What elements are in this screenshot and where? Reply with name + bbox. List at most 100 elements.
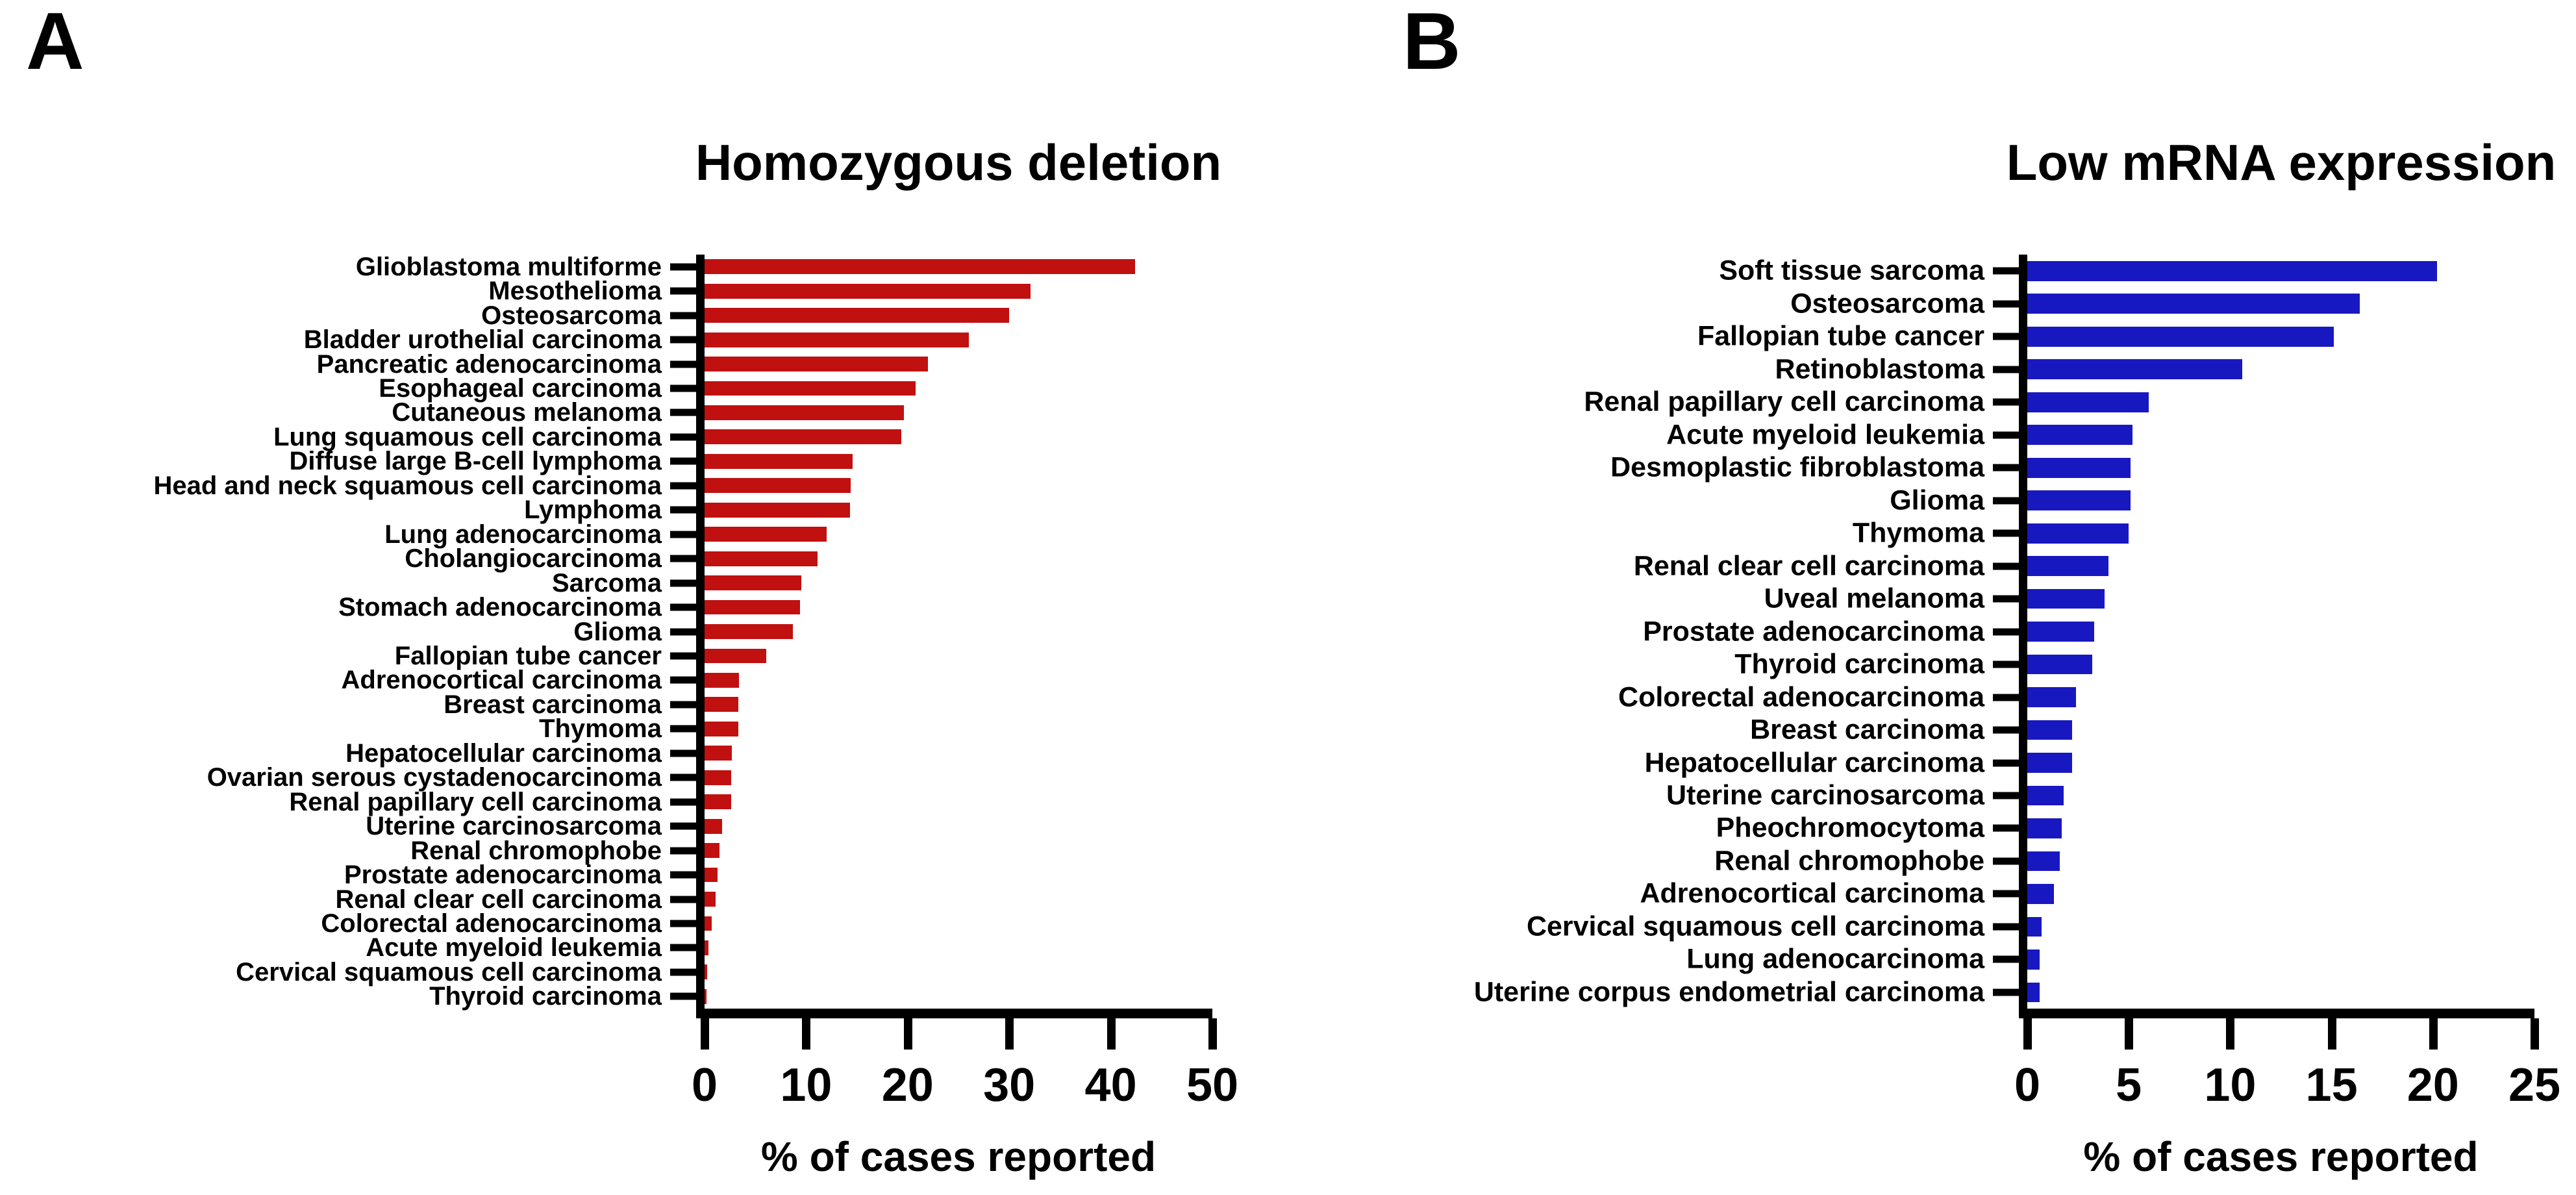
- bar: [705, 940, 709, 955]
- bar: [705, 405, 904, 420]
- bar-row: Cervical squamous cell carcinoma: [1527, 911, 2534, 943]
- panel-letter-a: A: [26, 0, 84, 86]
- category-tick: [1993, 660, 2019, 668]
- y-axis-line: [696, 255, 705, 1018]
- bar: [2027, 884, 2054, 904]
- category-tick: [670, 944, 696, 951]
- category-label: Uterine carcinosarcoma: [1666, 779, 1984, 811]
- bar: [705, 527, 827, 542]
- bar: [2027, 490, 2131, 511]
- bar-row: Acute myeloid leukemia: [366, 935, 1212, 961]
- bar-row: Lung adenocarcinoma: [384, 522, 1212, 547]
- category-tick: [670, 457, 696, 465]
- category-tick: [1993, 398, 2019, 406]
- bar-row: Stomach adenocarcinoma: [338, 594, 1212, 620]
- x-tick-label: 25: [2508, 1059, 2561, 1111]
- chart-title-low-mrna-expression: Low mRNA expression: [2006, 134, 2557, 191]
- bar: [705, 332, 969, 347]
- x-tick-label: 15: [2305, 1059, 2358, 1111]
- category-label: Bladder urothelial carcinoma: [303, 325, 662, 355]
- bar: [2027, 851, 2060, 872]
- category-label: Soft tissue sarcoma: [1719, 255, 1984, 286]
- bar-row: Head and neck squamous cell carcinoma: [153, 473, 1212, 499]
- bar: [705, 916, 712, 931]
- category-tick: [670, 774, 696, 781]
- category-label: Hepatocellular carcinoma: [345, 738, 662, 768]
- category-tick: [670, 336, 696, 344]
- x-tick: [2226, 1018, 2235, 1050]
- bar-row: Renal clear cell carcinoma: [1634, 549, 2534, 582]
- bar: [2027, 916, 2042, 937]
- category-label: Prostate adenocarcinoma: [344, 861, 662, 890]
- category-tick: [670, 749, 696, 757]
- category-tick: [670, 555, 696, 562]
- bar-row: Ovarian serous cystadenocarcinoma: [207, 764, 1212, 790]
- bar: [2027, 654, 2092, 675]
- bar-row: Breast carcinoma: [1750, 714, 2534, 746]
- category-tick: [1993, 694, 2019, 701]
- bar-row: Cutaneous melanoma: [392, 399, 1212, 425]
- bar-row: Acute myeloid leukemia: [1666, 418, 2534, 451]
- bar: [2027, 260, 2438, 281]
- category-tick: [670, 409, 696, 416]
- category-tick: [670, 628, 696, 636]
- category-label: Cholangiocarcinoma: [405, 544, 662, 573]
- category-tick: [1993, 923, 2019, 931]
- category-label: Cervical squamous cell carcinoma: [1526, 911, 1984, 942]
- category-tick: [1993, 824, 2019, 832]
- bar: [705, 599, 801, 615]
- category-label: Thyroid carcinoma: [429, 982, 662, 1011]
- category-label: Cutaneous melanoma: [392, 398, 662, 427]
- category-label: Acute myeloid leukemia: [1666, 419, 1984, 451]
- bar: [705, 818, 722, 834]
- x-tick: [903, 1018, 912, 1050]
- category-tick: [1993, 366, 2019, 373]
- bar-row: Colorectal adenocarcinoma: [1618, 681, 2534, 713]
- bar-row: Prostate adenocarcinoma: [1643, 615, 2534, 648]
- bar-row: Uveal melanoma: [1764, 583, 2534, 615]
- bar-row: Lung adenocarcinoma: [1686, 943, 2534, 975]
- chart-title-homozygous-deletion: Homozygous deletion: [695, 134, 1222, 191]
- bar: [2027, 785, 2064, 806]
- category-tick: [1993, 595, 2019, 603]
- category-tick: [1993, 431, 2019, 439]
- bar-row: Renal chromophobe: [410, 838, 1212, 864]
- category-label: Lung adenocarcinoma: [1686, 943, 1984, 975]
- category-label: Thyroid carcinoma: [1734, 648, 1984, 680]
- category-label: Hepatocellular carcinoma: [1644, 747, 1984, 778]
- bar-row: Glioma: [1890, 484, 2534, 516]
- rows: Soft tissue sarcoma Osteosarcoma Fallopian…: [1474, 255, 2534, 1009]
- category-tick: [670, 798, 696, 806]
- bar: [2027, 556, 2108, 576]
- category-label: Renal clear cell carcinoma: [335, 885, 662, 914]
- category-label: Adrenocortical carcinoma: [341, 666, 662, 695]
- category-label: Colorectal adenocarcinoma: [1618, 681, 1984, 713]
- bar: [2027, 359, 2243, 380]
- bar-row: Thymoma: [539, 716, 1212, 742]
- bar: [705, 429, 902, 445]
- bar: [705, 478, 851, 494]
- bar: [705, 357, 929, 371]
- category-tick: [1993, 726, 2019, 734]
- x-tick-label: 50: [1186, 1059, 1239, 1111]
- bar: [2027, 294, 2360, 314]
- category-label: Uterine carcinosarcoma: [366, 812, 662, 841]
- category-tick: [1993, 267, 2019, 275]
- category-label: Uveal melanoma: [1764, 583, 1984, 614]
- bar-row: Diffuse large B-cell lymphoma: [290, 448, 1212, 474]
- bar: [705, 964, 707, 980]
- bar: [2027, 523, 2129, 544]
- category-label: Diffuse large B-cell lymphoma: [289, 447, 662, 476]
- category-label: Pancreatic adenocarcinoma: [316, 349, 662, 379]
- bar-row: Sarcoma: [552, 570, 1212, 596]
- category-label: Pheochromocytoma: [1716, 812, 1984, 844]
- bar-row: Thyroid carcinoma: [429, 983, 1212, 1009]
- category-tick: [1993, 988, 2019, 996]
- x-axis-label: % of cases reported: [2083, 1133, 2479, 1180]
- bar-row: Osteosarcoma: [1790, 287, 2534, 320]
- bar: [705, 453, 853, 469]
- category-tick: [1993, 955, 2019, 963]
- category-label: Cervical squamous cell carcinoma: [236, 957, 662, 987]
- category-tick: [670, 652, 696, 660]
